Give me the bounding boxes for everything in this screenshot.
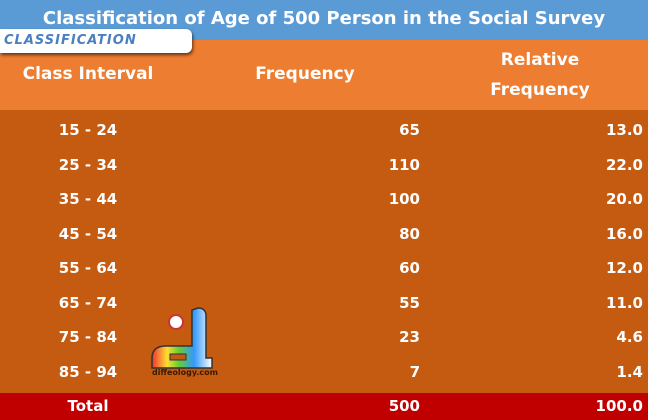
classification-badge: CLASSIFICATION (0, 29, 192, 53)
table-header: Class Interval Frequency Relative Freque… (0, 40, 648, 110)
table-row: 55 - 64 60 12.0 (0, 251, 648, 285)
class-interval-cell: 25 - 34 (58, 155, 118, 174)
relative-frequency-cell: 22.0 (605, 155, 643, 174)
relative-frequency-cell: 4.6 (616, 328, 643, 346)
total-frequency: 500 (388, 397, 420, 415)
table-row: 85 - 94 7 1.4 (0, 355, 648, 389)
table-row: 65 - 74 55 11.0 (0, 286, 648, 320)
relative-frequency-cell: 20.0 (605, 190, 643, 208)
relative-frequency-cell: 13.0 (605, 121, 643, 139)
total-relative-frequency: 100.0 (595, 397, 643, 415)
table-row: 35 - 44 100 20.0 (0, 182, 648, 216)
frequency-cell: 55 (399, 293, 420, 312)
table-body: 15 - 24 65 13.0 25 - 34 110 22.0 35 - 44 100 20.… (0, 110, 648, 392)
total-row: Total 500 100.0 (0, 393, 648, 420)
frequency-cell: 110 (388, 155, 420, 174)
class-interval-cell: 85 - 94 (58, 362, 118, 381)
class-interval-cell: 45 - 54 (58, 224, 118, 243)
header-relative-frequency-line2: Frequency (490, 80, 590, 100)
relative-frequency-cell: 1.4 (616, 362, 643, 381)
frequency-cell: 100 (388, 190, 420, 208)
frequency-cell: 80 (399, 224, 420, 243)
table-row: 25 - 34 110 22.0 (0, 148, 648, 182)
class-interval-cell: 55 - 64 (58, 259, 118, 277)
table-row: 75 - 84 23 4.6 (0, 320, 648, 354)
header-relative-frequency-line1: Relative (500, 50, 580, 70)
frequency-cell: 65 (399, 121, 420, 139)
class-interval-cell: 65 - 74 (58, 293, 118, 312)
relative-frequency-cell: 11.0 (605, 293, 643, 312)
header-frequency: Frequency (255, 64, 355, 84)
logo-icon (151, 307, 213, 369)
diffeology-logo: diffeology.com (140, 300, 230, 385)
frequency-cell: 60 (399, 259, 420, 277)
header-class-interval: Class Interval (22, 64, 154, 84)
frequency-cell: 7 (409, 362, 420, 381)
class-interval-cell: 35 - 44 (58, 190, 118, 208)
table-row: 45 - 54 80 16.0 (0, 217, 648, 251)
relative-frequency-cell: 12.0 (605, 259, 643, 277)
frequency-cell: 23 (399, 328, 420, 346)
class-interval-cell: 15 - 24 (58, 121, 118, 139)
total-label: Total (67, 397, 109, 415)
logo-text: diffeology.com (152, 368, 218, 377)
class-interval-cell: 75 - 84 (58, 328, 118, 346)
relative-frequency-cell: 16.0 (605, 224, 643, 243)
table-row: 15 - 24 65 13.0 (0, 113, 648, 147)
